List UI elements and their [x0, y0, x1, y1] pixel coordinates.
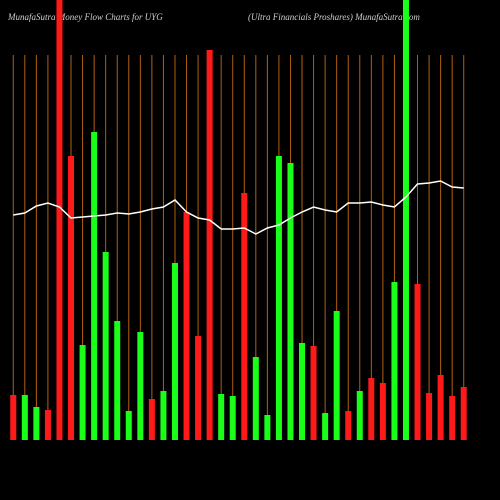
- money-flow-line: [13, 180, 464, 235]
- bar: [449, 396, 456, 440]
- chart-title: MunafaSutra Money Flow Charts for UYG: [7, 12, 163, 22]
- bar: [91, 132, 98, 440]
- bar: [21, 395, 28, 440]
- bar: [391, 282, 398, 440]
- bar: [287, 163, 294, 440]
- bar: [241, 193, 248, 440]
- bar: [160, 391, 167, 440]
- bar: [460, 387, 467, 440]
- bar: [206, 50, 213, 440]
- bar: [426, 393, 433, 440]
- bar: [310, 346, 317, 440]
- bar: [114, 321, 121, 440]
- bar: [183, 212, 190, 440]
- bar: [368, 378, 375, 440]
- bar: [33, 407, 40, 440]
- bar: [275, 156, 282, 440]
- bar: [44, 410, 51, 440]
- bar: [264, 415, 271, 440]
- bar: [414, 284, 421, 440]
- bar: [171, 263, 178, 440]
- bar: [125, 411, 132, 440]
- bar: [379, 383, 386, 440]
- bar: [299, 343, 306, 440]
- bar: [356, 391, 363, 440]
- bar: [56, 0, 63, 440]
- bar: [10, 395, 17, 440]
- bar: [102, 252, 109, 440]
- bar: [195, 336, 202, 440]
- bar: [345, 411, 352, 440]
- bar: [333, 311, 340, 440]
- bar: [437, 375, 444, 440]
- bar: [79, 345, 86, 440]
- bar: [252, 357, 259, 440]
- bar: [229, 396, 236, 440]
- chart-subtitle: (Ultra Financials Proshares) MunafaSutra…: [248, 12, 420, 22]
- bar: [148, 399, 155, 440]
- bar: [218, 394, 225, 440]
- bar: [322, 413, 329, 440]
- bar: [402, 0, 409, 440]
- bar: [68, 156, 75, 440]
- bar: [137, 332, 144, 440]
